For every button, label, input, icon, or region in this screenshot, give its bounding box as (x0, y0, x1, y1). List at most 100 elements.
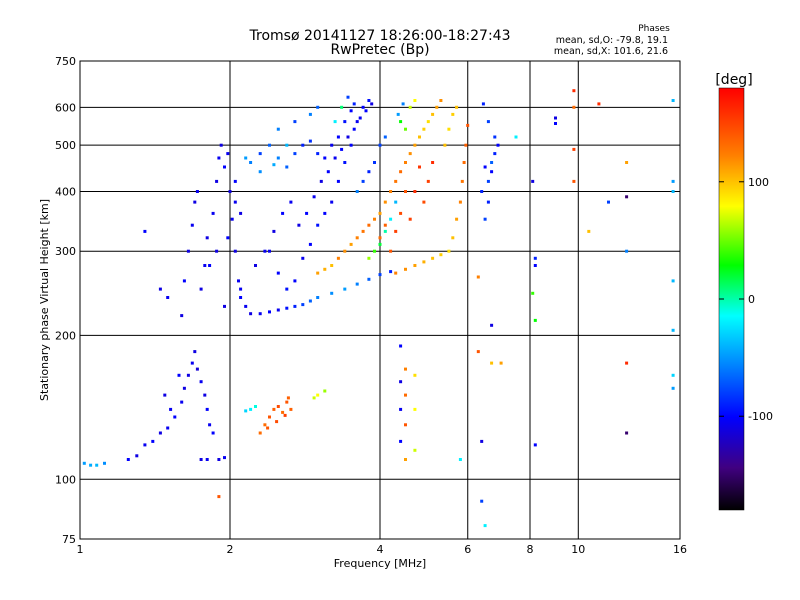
data-point (258, 312, 262, 316)
data-point (239, 296, 243, 299)
x-tick-label: 2 (227, 543, 234, 556)
data-point (333, 120, 337, 124)
data-point (285, 400, 289, 404)
data-point (316, 223, 320, 227)
data-point (217, 458, 221, 461)
data-point (276, 405, 280, 408)
data-point (272, 163, 276, 167)
data-point (404, 367, 407, 371)
data-point (308, 139, 312, 143)
data-point (266, 426, 270, 430)
data-point (254, 264, 257, 267)
data-point (95, 463, 99, 467)
data-point (355, 120, 359, 124)
data-point (533, 318, 537, 322)
data-point (378, 236, 382, 240)
data-point (293, 279, 297, 283)
colorbar-ticks: 100 0 -100 (719, 176, 773, 423)
data-point (223, 456, 226, 460)
data-point (671, 190, 675, 193)
y-tick-label: 500 (55, 139, 76, 152)
y-axis-label: Stationary phase Virtual Height [km] (38, 199, 51, 401)
data-point (193, 200, 197, 204)
data-point (490, 323, 494, 327)
data-point (323, 389, 327, 393)
data-point (330, 264, 334, 267)
y-tick-label: 75 (62, 533, 76, 546)
data-point (455, 217, 459, 221)
data-point (447, 249, 451, 253)
data-point (308, 299, 312, 303)
data-point (349, 109, 353, 113)
data-point (163, 393, 167, 397)
data-point (308, 242, 312, 246)
data-point (205, 236, 209, 240)
data-point (346, 95, 350, 99)
data-point (285, 306, 289, 310)
data-point (316, 296, 320, 299)
data-point (490, 170, 494, 174)
data-point (367, 99, 371, 102)
data-point (483, 165, 487, 169)
y-tick-label: 600 (55, 101, 76, 114)
data-point (135, 454, 139, 458)
data-point (499, 361, 503, 365)
y-tick-label: 200 (55, 329, 76, 342)
data-point (367, 223, 371, 227)
data-point (361, 105, 365, 109)
x-tick-label: 8 (527, 543, 534, 556)
data-point (244, 304, 248, 308)
data-point (158, 287, 162, 291)
data-point (276, 156, 280, 160)
data-point (305, 211, 309, 215)
data-point (276, 127, 280, 131)
data-point (340, 147, 344, 151)
data-point (404, 458, 407, 461)
data-point (199, 287, 203, 291)
data-point (283, 413, 287, 417)
data-point (418, 165, 421, 169)
data-point (439, 99, 443, 102)
data-point (226, 236, 230, 240)
data-point (431, 112, 435, 116)
data-point (607, 200, 610, 204)
data-point (361, 229, 365, 233)
stats-line-o: mean, sd,O: -79.8, 19.1 (556, 35, 668, 46)
colorbar-tick-label: -100 (748, 410, 773, 423)
data-point (223, 165, 226, 169)
data-point (408, 217, 412, 221)
data-point (195, 190, 199, 193)
data-point (349, 143, 353, 147)
data-point (258, 170, 262, 174)
x-tick-labels: 1 2 4 6 8 10 16 (77, 543, 688, 556)
data-point (486, 200, 490, 204)
data-point (195, 367, 199, 371)
data-point (483, 524, 487, 528)
data-point (399, 170, 403, 174)
data-point (435, 105, 439, 109)
data-point (301, 143, 305, 147)
data-point (493, 135, 497, 139)
data-point (254, 405, 257, 408)
data-point (413, 99, 417, 102)
data-point (158, 431, 162, 435)
x-tick-label: 6 (464, 543, 471, 556)
data-point (352, 102, 356, 106)
data-point (364, 109, 368, 113)
x-tick-label: 1 (77, 543, 84, 556)
data-point (193, 350, 197, 354)
data-point (389, 249, 393, 253)
data-point (413, 373, 417, 377)
data-point (340, 105, 344, 109)
data-point (103, 461, 106, 465)
data-point (373, 161, 376, 164)
data-point (293, 120, 297, 124)
data-point (239, 287, 243, 291)
data-point (180, 314, 184, 318)
data-point (151, 439, 155, 443)
data-point (343, 249, 347, 253)
data-point (431, 256, 435, 260)
data-point (173, 415, 177, 419)
data-point (572, 179, 576, 183)
data-point (349, 242, 353, 246)
